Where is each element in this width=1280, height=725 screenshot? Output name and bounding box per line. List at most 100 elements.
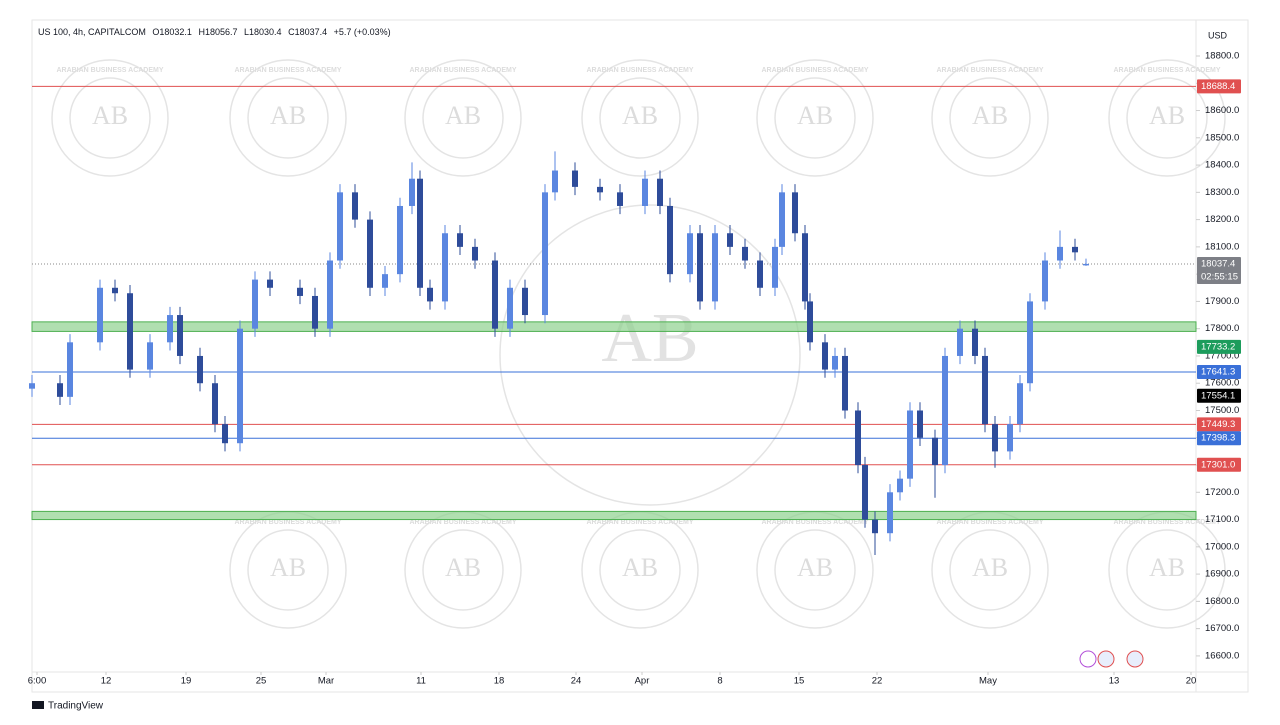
x-tick-label: 6:00 — [28, 676, 47, 687]
watermark-ring — [1126, 529, 1208, 611]
x-tick-label: Apr — [635, 676, 650, 687]
candle-body — [222, 424, 228, 444]
candle-body — [667, 205, 673, 275]
y-tick-label: 18200.0 — [1205, 214, 1239, 225]
y-tick-label: 16600.0 — [1205, 650, 1239, 661]
ohlc-low: L18030.4 — [244, 27, 282, 37]
candle-body — [127, 293, 133, 370]
candle-body — [957, 328, 963, 356]
candle-body — [327, 260, 333, 329]
price-label: 18688.4 — [1201, 81, 1235, 92]
price-label: 17398.3 — [1201, 433, 1235, 444]
event-icon[interactable] — [1097, 650, 1115, 668]
watermark-ring — [1126, 77, 1208, 159]
y-tick-label: 18100.0 — [1205, 241, 1239, 252]
candle-body — [367, 219, 373, 288]
watermark-ring — [69, 77, 151, 159]
candle-body — [942, 355, 948, 466]
watermark-letters: AB — [270, 101, 306, 130]
candle-body — [1027, 301, 1033, 384]
x-tick-label: 12 — [101, 676, 112, 687]
price-label: 17641.3 — [1201, 366, 1235, 377]
candle-body — [772, 246, 778, 288]
y-tick-label: 16800.0 — [1205, 596, 1239, 607]
watermark-name: ARABIAN BUSINESS ACADEMY — [56, 67, 163, 74]
watermark-letters: AB — [601, 300, 698, 377]
candle-body — [197, 355, 203, 384]
symbol-header: US 100, 4h, CAPITALCOM O18032.1 H18056.7… — [38, 27, 391, 37]
watermark-letters: AB — [1149, 553, 1185, 582]
candle-body — [897, 478, 903, 493]
x-tick-label: 20 — [1186, 676, 1197, 687]
candle-body — [252, 279, 258, 329]
y-tick-label: 18600.0 — [1205, 105, 1239, 116]
candle-body — [397, 205, 403, 275]
watermark-ring — [756, 59, 874, 177]
event-icon[interactable] — [1126, 650, 1144, 668]
candle-body — [312, 295, 318, 329]
symbol: US 100, 4h, CAPITALCOM — [38, 27, 146, 37]
watermark-name: ARABIAN BUSINESS ACADEMY — [409, 67, 516, 74]
candle-body — [642, 178, 648, 206]
candle-body — [427, 287, 433, 302]
y-tick-label: 17700.0 — [1205, 350, 1239, 361]
price-label: 17449.3 — [1201, 419, 1235, 430]
watermark-letters: AB — [270, 553, 306, 582]
watermark-letters: AB — [972, 553, 1008, 582]
price-label: 17554.1 — [1201, 390, 1235, 401]
candle-body — [727, 233, 733, 247]
support-zone — [31, 321, 1197, 332]
candle-body — [67, 342, 73, 397]
watermark-letters: AB — [622, 553, 658, 582]
candle-body — [907, 410, 913, 479]
watermark-letters: AB — [972, 101, 1008, 130]
price-label: 17733.2 — [1201, 341, 1235, 352]
logo — [32, 701, 44, 709]
candle-body — [1072, 246, 1078, 253]
candle-body — [1007, 424, 1013, 452]
candle-body — [862, 465, 868, 520]
event-icon[interactable] — [1079, 650, 1097, 668]
candle-body — [297, 287, 303, 296]
watermark-ring — [229, 59, 347, 177]
branding: TradingView — [32, 701, 104, 712]
watermark-letters: AB — [445, 101, 481, 130]
candle-body — [687, 233, 693, 275]
watermark-name: ARABIAN BUSINESS ACADEMY — [761, 519, 868, 526]
watermark-name: ARABIAN BUSINESS ACADEMY — [936, 67, 1043, 74]
x-tick-label: Mar — [318, 676, 334, 687]
candle-body — [597, 186, 603, 193]
candle-body — [757, 260, 763, 288]
candle-body — [932, 437, 938, 466]
x-tick-label: 11 — [416, 676, 426, 687]
price-label-bg — [1197, 79, 1241, 94]
watermark-ring — [422, 529, 504, 611]
watermark-name: ARABIAN BUSINESS ACADEMY — [234, 519, 341, 526]
y-tick-label: 18400.0 — [1205, 160, 1239, 171]
price-label-bg — [1197, 417, 1241, 432]
candle-body — [982, 355, 988, 425]
ohlc-high: H18056.7 — [198, 27, 237, 37]
price-label-bg — [1197, 388, 1241, 403]
candle-body — [417, 178, 423, 288]
watermark-letters: AB — [92, 101, 128, 130]
candle-body — [617, 192, 623, 206]
watermark-name: ARABIAN BUSINESS ACADEMY — [234, 67, 341, 74]
candle-body — [212, 383, 218, 425]
y-tick-label: 16700.0 — [1205, 623, 1239, 634]
candle-body — [779, 192, 785, 247]
x-tick-label: 24 — [571, 676, 582, 687]
candle-body — [442, 233, 448, 302]
y-tick-label: 17200.0 — [1205, 487, 1239, 498]
y-tick-label: 18500.0 — [1205, 132, 1239, 143]
watermark-ring — [581, 59, 699, 177]
candle-body — [147, 342, 153, 370]
candle-body — [807, 301, 813, 343]
candle-body — [972, 328, 978, 356]
candle-body — [1017, 383, 1023, 425]
ohlc-change: +5.7 (+0.03%) — [334, 27, 391, 37]
candle-body — [97, 287, 103, 343]
watermark-letters: AB — [622, 101, 658, 130]
price-label: 17301.0 — [1201, 459, 1235, 470]
